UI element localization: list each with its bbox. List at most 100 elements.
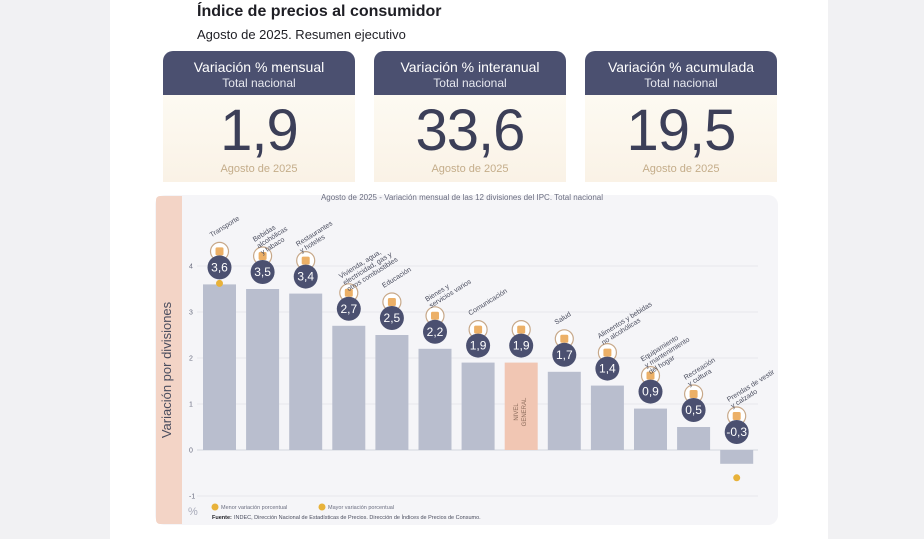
value-label: 2,5 — [384, 311, 401, 325]
bar — [246, 289, 280, 450]
bar-inside-label: GENERAL — [522, 397, 528, 426]
chart-title: Agosto de 2025 - Variación mensual de la… — [321, 193, 603, 202]
sun-icon-glyph — [689, 390, 698, 398]
y-tick-label: 1 — [189, 402, 193, 409]
card-interannual-sublabel: Total nacional — [433, 76, 507, 90]
razor-icon-glyph — [431, 311, 439, 320]
y-tick-label: 4 — [189, 264, 193, 271]
ylabel-band — [156, 196, 182, 524]
bar — [547, 371, 581, 450]
category-label: Recreacióny cultura — [683, 357, 721, 388]
value-label: 0,9 — [642, 385, 659, 399]
value-label: 2,7 — [340, 302, 357, 316]
card-monthly-header: Variación % mensual Total nacional — [163, 51, 355, 95]
food-icon-glyph — [603, 348, 612, 357]
page-title: Índice de precios al consumidor — [197, 3, 442, 20]
source-text: INDEC, Dirección Nacional de Estadística… — [234, 514, 481, 521]
smartphone-icon-glyph — [474, 325, 483, 334]
utensils-icon-glyph — [301, 256, 310, 265]
card-accumulated-period: Agosto de 2025 — [642, 163, 720, 175]
bar — [720, 450, 754, 464]
legend-min-marker — [211, 503, 219, 511]
legend-max-marker — [318, 503, 326, 511]
bar — [677, 427, 711, 450]
card-interannual-body: 33,6 Agosto de 2025 — [374, 95, 566, 182]
legend-min-label: Menor variación porcentual — [221, 505, 287, 511]
card-accumulated-header: Variación % acumulada Total nacional — [585, 51, 777, 95]
bar — [375, 335, 409, 450]
value-label: 1,7 — [556, 348, 573, 362]
value-badge — [681, 398, 706, 422]
value-label: 1,4 — [599, 362, 616, 376]
bar — [461, 362, 495, 450]
value-badge — [379, 306, 404, 330]
card-accumulated: Variación % acumulada Total nacional 19,… — [585, 51, 777, 182]
category-label: Comunicación — [467, 288, 508, 317]
lightbulb-icon-glyph — [344, 288, 353, 297]
value-badge — [509, 333, 534, 358]
clothing-icon-glyph — [732, 412, 741, 420]
bus-icon-glyph — [215, 247, 224, 256]
card-interannual-header: Variación % interanual Total nacional — [374, 51, 566, 95]
y-tick-label: 2 — [189, 356, 193, 363]
card-accumulated-sublabel: Total nacional — [644, 76, 718, 90]
y-unit-label: % — [188, 506, 198, 518]
value-badge — [423, 319, 447, 344]
category-label-line: Comunicación — [467, 288, 508, 317]
category-label: Transporte — [209, 215, 241, 239]
value-badge — [638, 379, 663, 404]
value-label: 3,5 — [254, 265, 271, 279]
value-badge — [250, 260, 275, 284]
value-label: 3,6 — [211, 260, 228, 274]
y-tick-label: 3 — [189, 310, 193, 317]
page-subtitle: Agosto de 2025. Resumen ejecutivo — [197, 27, 406, 42]
card-interannual: Variación % interanual Total nacional 33… — [374, 51, 566, 182]
card-monthly: Variación % mensual Total nacional 1,9 A… — [163, 51, 355, 182]
pencil-icon-glyph — [387, 298, 396, 306]
wine-icon-glyph — [258, 252, 267, 260]
card-accumulated-value: 19,5 — [626, 98, 737, 163]
bar-inside-label: NIVEL — [514, 403, 520, 421]
category-label: Bienes yservicios varios — [424, 272, 473, 310]
value-label: 0,5 — [685, 403, 702, 417]
value-badge — [293, 264, 318, 289]
y-tick-label: -1 — [189, 494, 195, 501]
market-basket-icon-glyph — [517, 325, 526, 334]
category-label: Alimentos y bebidasno alcohólicas — [597, 301, 658, 347]
y-axis-label: Variación por divisiones — [159, 301, 174, 438]
value-badge — [552, 342, 577, 367]
value-label: 2,2 — [427, 325, 444, 339]
category-label: Salud — [554, 311, 573, 326]
bar — [504, 362, 538, 450]
value-label: 1,9 — [513, 339, 530, 353]
category-label: Restaurantesy hoteles — [295, 220, 338, 255]
appliance-icon-glyph — [646, 371, 655, 380]
max-marker — [216, 279, 223, 287]
card-accumulated-label: Variación % acumulada — [607, 59, 755, 75]
value-badge — [466, 333, 491, 358]
value-badge — [336, 296, 361, 321]
category-label-line: Alimentos y bebidas — [597, 301, 654, 340]
card-interannual-period: Agosto de 2025 — [431, 163, 509, 175]
card-monthly-value: 1,9 — [220, 98, 299, 163]
value-badge — [595, 356, 620, 381]
card-monthly-body: 1,9 Agosto de 2025 — [163, 95, 355, 182]
min-marker — [733, 474, 741, 482]
bar — [634, 408, 667, 450]
source-prefix: Fuente: — [212, 515, 232, 521]
category-label: Equipamientoy mantenimientodel hogar — [640, 330, 695, 376]
card-monthly-label: Variación % mensual — [193, 59, 325, 75]
card-monthly-period: Agosto de 2025 — [220, 163, 298, 175]
card-interannual-label: Variación % interanual — [400, 59, 540, 75]
card-accumulated-body: 19,5 Agosto de 2025 — [585, 95, 777, 182]
value-label: 3,4 — [297, 270, 314, 284]
legend-max-label: Mayor variación porcentual — [328, 505, 394, 511]
bar — [590, 385, 624, 450]
value-label: 1,9 — [470, 339, 487, 353]
bar — [203, 284, 236, 450]
bar — [418, 348, 452, 450]
category-label-line: Salud — [554, 311, 573, 326]
category-label-line: Transporte — [209, 215, 241, 239]
value-badge — [724, 420, 749, 444]
